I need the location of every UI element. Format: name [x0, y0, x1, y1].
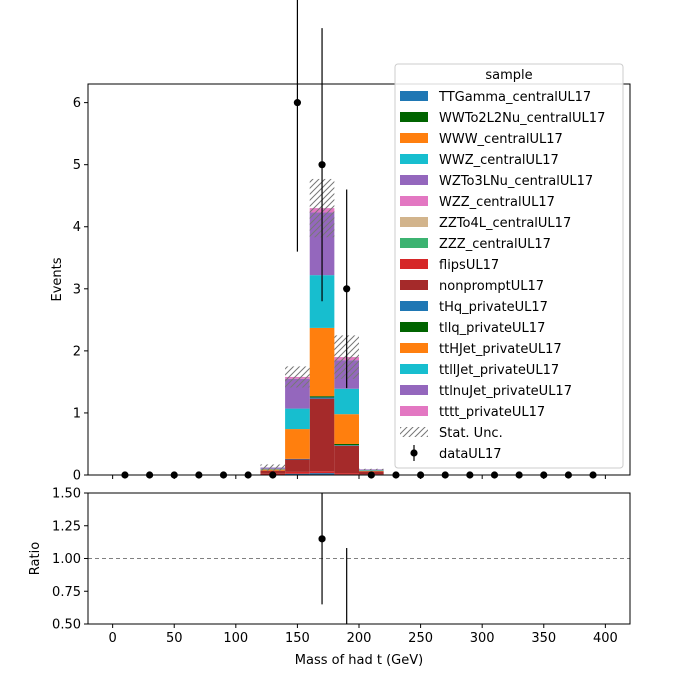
bar-ttllJet_privateUL17-bin-7 [285, 408, 310, 430]
legend-swatch-ttllJet_privateUL17 [400, 364, 428, 374]
ratio-ytick-label: 0.50 [52, 618, 81, 633]
legend-swatch-nonpromptUL17 [400, 280, 428, 290]
legend-label-tHq_privateUL17: tHq_privateUL17 [439, 300, 548, 315]
ratio-points [318, 493, 348, 624]
bar-nonpromptUL17-bin-7 [285, 459, 310, 472]
bar-tllq_privateUL17-bin-9 [334, 443, 359, 446]
bar-ttHJet_privateUL17-bin-7 [285, 429, 310, 459]
ratio-panel: 0.50 0.75 1.00 1.25 1.50 0 50 100 150 200 250 300 35… [28, 487, 631, 668]
ratio-ytick-label: 1.25 [52, 519, 81, 534]
bar-tHq_privateUL17-bin-7 [285, 458, 310, 460]
legend-label-ZZZ_centralUL17: ZZZ_centralUL17 [439, 237, 551, 252]
legend-swatch-WWW_centralUL17 [400, 133, 428, 143]
ratio-xtick-label: 350 [531, 631, 556, 646]
legend-swatch-ZZTo4L_centralUL17 [400, 217, 428, 227]
bar-flipsUL17-bin-9 [334, 473, 359, 475]
ratio-plot-frame [87, 492, 631, 625]
legend-swatch-WWTo2L2Nu_centralUL17 [400, 112, 428, 122]
bar-flipsUL17-bin-8 [309, 471, 335, 474]
ratio-xtick-label: 150 [285, 631, 310, 646]
legend-label-dataUL17: dataUL17 [439, 447, 502, 462]
ratio-xtick-label: 200 [347, 631, 372, 646]
legend-data-marker [410, 449, 418, 457]
main-ytick-label: 5 [73, 158, 81, 173]
legend-swatch-WZZ_centralUL17 [400, 196, 428, 206]
legend-label-tttt_privateUL17: tttt_privateUL17 [439, 405, 545, 420]
legend-title: sample [485, 68, 532, 83]
main-ytick-label: 2 [73, 344, 81, 359]
legend-label-flipsUL17: flipsUL17 [439, 258, 499, 273]
data-point-bin-8 [318, 161, 326, 169]
ratio-point-0 [318, 535, 326, 543]
legend-label-ZZTo4L_centralUL17: ZZTo4L_centralUL17 [439, 216, 571, 231]
main-ylabel: Events [50, 257, 65, 301]
bar-tHq_privateUL17-bin-8 [309, 397, 335, 399]
stat-unc-bin-10 [359, 468, 384, 471]
bar-TTGamma_centralUL17-bin-7 [285, 473, 310, 475]
legend-label-tllq_privateUL17: tllq_privateUL17 [439, 321, 545, 336]
ratio-ylabel: Ratio [28, 542, 43, 575]
main-ytick-label: 3 [73, 282, 81, 297]
ratio-xtick-label: 300 [470, 631, 495, 646]
legend-label-WWW_centralUL17: WWW_centralUL17 [439, 132, 563, 147]
stat-unc-bin-6 [260, 464, 286, 471]
legend-label-Stat. Unc.: Stat. Unc. [439, 426, 503, 441]
bar-ttllJet_privateUL17-bin-10 [359, 470, 384, 471]
legend-swatch-ttHJet_privateUL17 [400, 343, 428, 353]
main-ytick-label: 6 [73, 96, 81, 111]
legend-label-ttllJet_privateUL17: ttllJet_privateUL17 [439, 363, 559, 378]
main-panel: 0 1 2 3 4 5 6 Events [50, 0, 631, 484]
bar-tllq_privateUL17-bin-8 [309, 396, 335, 398]
legend-swatch-ttlnuJet_privateUL17 [400, 385, 428, 395]
ratio-xtick-label: 400 [593, 631, 618, 646]
legend-swatch-WWZ_centralUL17 [400, 154, 428, 164]
legend-label-WZTo3LNu_centralUL17: WZTo3LNu_centralUL17 [439, 174, 593, 189]
main-ytick-label: 1 [73, 406, 81, 421]
legend-swatch-stat-unc [400, 427, 428, 437]
legend-label-ttHJet_privateUL17: ttHJet_privateUL17 [439, 342, 562, 357]
legend-swatch-tHq_privateUL17 [400, 301, 428, 311]
ratio-xlabel: Mass of had t (GeV) [295, 653, 423, 668]
legend: sample TTGamma_centralUL17 WWTo2L2Nu_centr… [394, 63, 624, 469]
ratio-xtick-label: 250 [408, 631, 433, 646]
bar-nonpromptUL17-bin-8 [309, 398, 335, 472]
bar-flipsUL17-bin-7 [285, 471, 310, 474]
bar-ttHJet_privateUL17-bin-10 [359, 470, 384, 472]
legend-label-WWZ_centralUL17: WWZ_centralUL17 [439, 153, 559, 168]
bar-ttllJet_privateUL17-bin-9 [334, 388, 359, 415]
legend-swatch-WZTo3LNu_centralUL17 [400, 175, 428, 185]
legend-label-ttlnuJet_privateUL17: ttlnuJet_privateUL17 [439, 384, 572, 399]
legend-swatch-ZZZ_centralUL17 [400, 238, 428, 248]
bar-nonpromptUL17-bin-9 [334, 445, 359, 474]
legend-label-WWTo2L2Nu_centralUL17: WWTo2L2Nu_centralUL17 [439, 111, 605, 126]
stat-unc-bin-7 [285, 366, 310, 388]
legend-label-WZZ_centralUL17: WZZ_centralUL17 [439, 195, 555, 210]
main-ytick-label: 0 [73, 469, 81, 484]
legend-swatch-tllq_privateUL17 [400, 322, 428, 332]
bar-ttHJet_privateUL17-bin-8 [309, 327, 335, 397]
data-point-bin-7 [293, 99, 302, 107]
legend-label-TTGamma_centralUL17: TTGamma_centralUL17 [438, 90, 591, 105]
ratio-xtick-label: 0 [108, 631, 116, 646]
ratio-ytick-label: 0.75 [52, 585, 81, 600]
legend-swatch-TTGamma_centralUL17 [400, 91, 428, 101]
bar-ttHJet_privateUL17-bin-9 [334, 414, 359, 444]
legend-swatch-tttt_privateUL17 [400, 406, 428, 416]
ratio-ytick-label: 1.50 [52, 487, 81, 502]
legend-box [394, 63, 624, 469]
bar-TTGamma_centralUL17-bin-8 [309, 473, 335, 475]
legend-label-nonpromptUL17: nonpromptUL17 [439, 279, 544, 294]
ratio-ytick-label: 1.00 [52, 552, 81, 567]
legend-swatch-flipsUL17 [400, 259, 428, 269]
main-ytick-label: 4 [73, 220, 81, 235]
ratio-xtick-label: 50 [166, 631, 183, 646]
ratio-xtick-label: 100 [223, 631, 248, 646]
data-point-bin-9 [343, 285, 351, 293]
bar-tHq_privateUL17-bin-9 [334, 445, 359, 446]
